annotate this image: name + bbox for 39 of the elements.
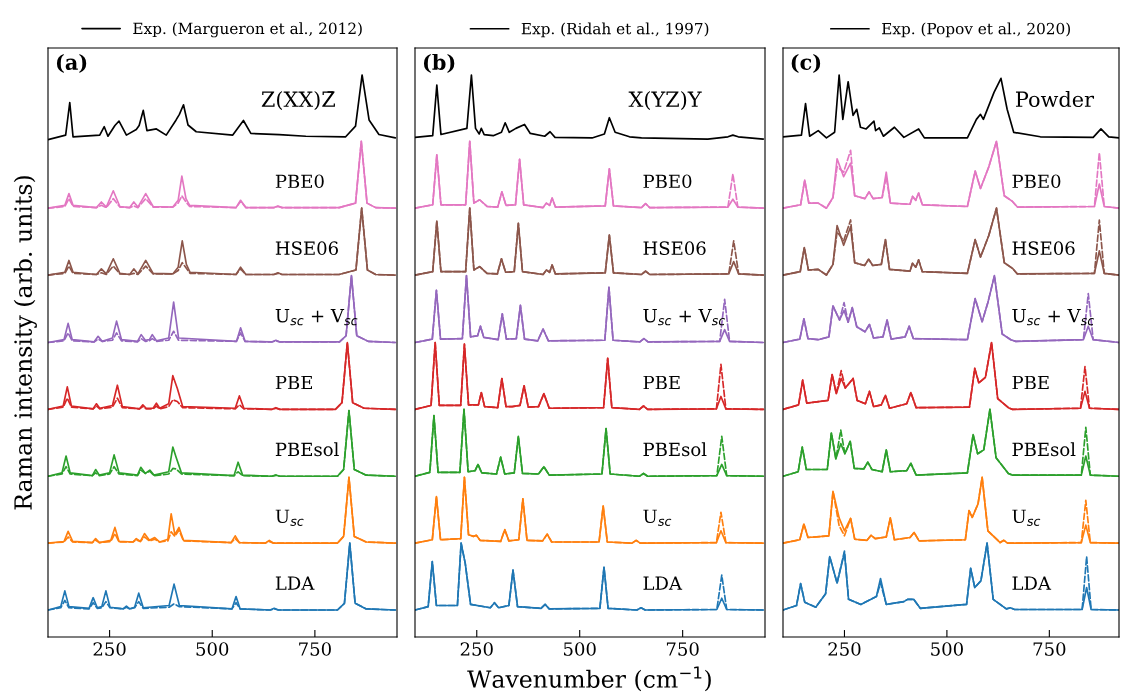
series-label: HSE06 bbox=[643, 241, 706, 256]
series-label: PBE bbox=[275, 375, 312, 390]
x-tick-label: 250 bbox=[460, 642, 493, 656]
series-label: LDA bbox=[1012, 576, 1052, 590]
x-tick-label: 250 bbox=[828, 642, 861, 656]
x-tick-label: 500 bbox=[564, 642, 596, 656]
series-label: U$_{sc}$ bbox=[643, 509, 672, 526]
y-axis-title: Raman intensity (arb. units) bbox=[13, 176, 37, 510]
text: (a) bbox=[56, 53, 87, 73]
series-label: PBEsol bbox=[275, 442, 339, 457]
series-label: U$_{sc}$ + V$_{sc}$ bbox=[643, 309, 726, 326]
series-label: PBE0 bbox=[1012, 174, 1061, 189]
x-tick-label: 750 bbox=[299, 642, 331, 656]
series-label: PBEsol bbox=[1012, 442, 1076, 457]
series-label: PBEsol bbox=[643, 442, 707, 457]
x-tick-label: 750 bbox=[1033, 642, 1066, 656]
series-label: HSE06 bbox=[275, 241, 338, 256]
annotation: X(YZ)Y bbox=[628, 90, 702, 110]
x-tick-label: 500 bbox=[931, 642, 963, 656]
series-label: LDA bbox=[643, 576, 683, 590]
x-axis-title: Wavenumber (cm$^{−1}$) bbox=[467, 666, 711, 692]
annotation: Powder bbox=[1015, 90, 1095, 108]
legend-label: Exp. (Popov et al., 2020) bbox=[882, 22, 1070, 38]
series-label: LDA bbox=[275, 576, 315, 590]
legend-label: Exp. (Margueron et al., 2012) bbox=[133, 22, 362, 38]
series-label: U$_{sc}$ bbox=[275, 509, 304, 526]
text: (c) bbox=[791, 53, 821, 73]
series-label: PBE bbox=[643, 375, 680, 390]
series-label: PBE0 bbox=[643, 174, 692, 189]
series-label: PBE0 bbox=[275, 174, 324, 189]
text: (b) bbox=[423, 53, 455, 73]
annotation: Z(XX)Z̄ bbox=[261, 90, 335, 110]
series-label: PBE bbox=[1012, 375, 1049, 390]
x-tick-label: 750 bbox=[666, 642, 699, 656]
series-label: U$_{sc}$ bbox=[1012, 509, 1041, 526]
x-tick-label: 500 bbox=[196, 642, 229, 656]
legend-label: Exp. (Ridah et al., 1997) bbox=[521, 22, 709, 38]
x-tick-label: 250 bbox=[93, 642, 126, 656]
series-label: HSE06 bbox=[1012, 241, 1075, 256]
